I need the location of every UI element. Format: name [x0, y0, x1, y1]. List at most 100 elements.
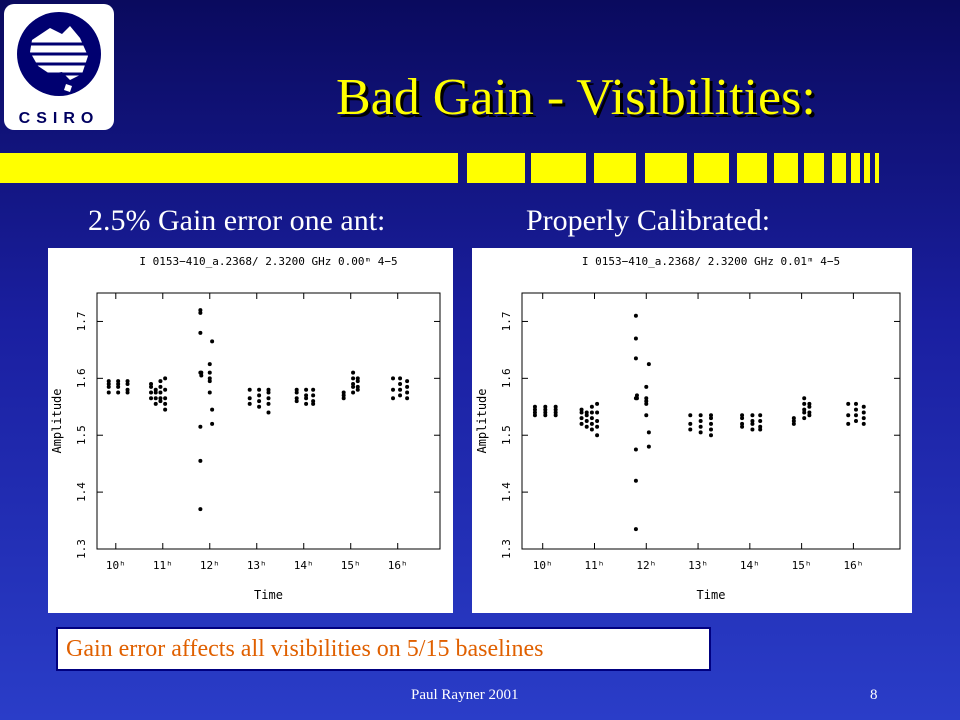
data-point	[750, 413, 755, 418]
data-point	[153, 401, 158, 406]
data-point	[646, 444, 651, 449]
data-point	[758, 419, 763, 423]
data-point	[266, 390, 271, 395]
accent-bar-segment	[467, 153, 525, 183]
accent-bar-segment	[851, 153, 860, 183]
data-point	[698, 424, 703, 429]
data-point	[294, 390, 299, 395]
y-tick-label: 1.6	[75, 368, 88, 388]
data-point	[853, 413, 858, 418]
data-point	[802, 416, 807, 421]
data-point	[125, 387, 130, 392]
left-chart-panel: I 0153−410_a.2368/ 2.3200 GHz 0.00ᵐ 4−5 1…	[48, 248, 453, 613]
data-point	[198, 330, 203, 335]
data-point	[644, 401, 649, 406]
data-point	[198, 308, 203, 313]
data-point	[644, 413, 649, 418]
data-point	[802, 396, 807, 401]
data-point	[861, 410, 866, 415]
data-point	[153, 396, 158, 401]
data-point	[584, 419, 589, 423]
data-point	[791, 421, 796, 426]
right-chart: I 0153−410_a.2368/ 2.3200 GHz 0.01ᵐ 4−5 1…	[475, 255, 901, 602]
data-point	[149, 396, 154, 401]
data-point	[750, 421, 755, 426]
data-point	[149, 382, 154, 387]
data-point	[633, 527, 638, 532]
x-tick-label: 16ʰ	[388, 559, 408, 572]
data-point	[207, 379, 212, 384]
data-point	[158, 384, 163, 389]
data-point	[802, 410, 807, 415]
data-point	[405, 390, 410, 395]
data-point	[698, 430, 703, 435]
data-point	[116, 382, 121, 387]
data-point	[802, 407, 807, 412]
data-point	[210, 421, 215, 426]
y-tick-label: 1.5	[500, 425, 513, 445]
x-tick-label: 14ʰ	[740, 559, 760, 572]
csiro-globe-icon	[17, 12, 101, 96]
data-point	[341, 390, 346, 395]
data-point	[791, 419, 796, 423]
data-point	[294, 399, 299, 404]
data-point	[106, 390, 111, 395]
accent-bar-segment	[832, 153, 846, 183]
data-point	[543, 410, 548, 415]
slide-credit: Paul Rayner 2001	[411, 687, 519, 703]
data-point	[750, 419, 755, 423]
data-point	[210, 339, 215, 344]
data-point	[398, 382, 403, 387]
data-point	[158, 399, 163, 404]
data-point	[163, 387, 168, 392]
data-point	[589, 410, 594, 415]
data-point	[304, 387, 309, 392]
data-point	[304, 401, 309, 406]
x-tick-label: 12ʰ	[200, 559, 220, 572]
data-point	[351, 384, 356, 389]
x-tick-label: 13ʰ	[688, 559, 708, 572]
data-point	[257, 404, 262, 409]
y-tick-label: 1.6	[500, 368, 513, 388]
data-point	[633, 478, 638, 483]
data-point	[595, 410, 600, 415]
data-point	[698, 419, 703, 423]
data-point	[149, 384, 154, 389]
data-point	[579, 416, 584, 421]
data-point	[294, 396, 299, 401]
data-point	[199, 370, 204, 375]
y-tick-label: 1.3	[75, 539, 88, 559]
data-point	[106, 379, 111, 384]
data-point	[688, 413, 693, 418]
plot-frame	[96, 292, 441, 550]
data-point	[163, 396, 168, 401]
data-point	[846, 401, 851, 406]
data-point	[311, 399, 316, 404]
data-point	[584, 424, 589, 429]
data-point	[634, 396, 639, 401]
data-point	[595, 419, 600, 423]
data-point	[257, 393, 262, 398]
data-point	[311, 401, 316, 406]
data-point	[116, 384, 121, 389]
data-point	[644, 396, 649, 401]
accent-bar-segment	[645, 153, 687, 183]
data-point	[595, 424, 600, 429]
slide-title: Bad Gain - Visibilities:	[336, 69, 816, 126]
x-tick-label: 10ʰ	[106, 559, 126, 572]
data-point	[595, 433, 600, 438]
data-point	[266, 401, 271, 406]
data-point	[304, 396, 309, 401]
data-point	[584, 413, 589, 418]
data-point	[116, 379, 121, 384]
data-point	[199, 373, 204, 378]
data-point	[257, 399, 262, 404]
data-point	[158, 379, 163, 384]
accent-bar-segment	[737, 153, 767, 183]
data-point	[405, 384, 410, 389]
data-point	[247, 387, 252, 392]
data-point	[553, 404, 558, 409]
data-point	[532, 413, 537, 418]
data-point	[584, 410, 589, 415]
left-plot-subtitle: 2.5% Gain error one ant:	[88, 204, 386, 237]
